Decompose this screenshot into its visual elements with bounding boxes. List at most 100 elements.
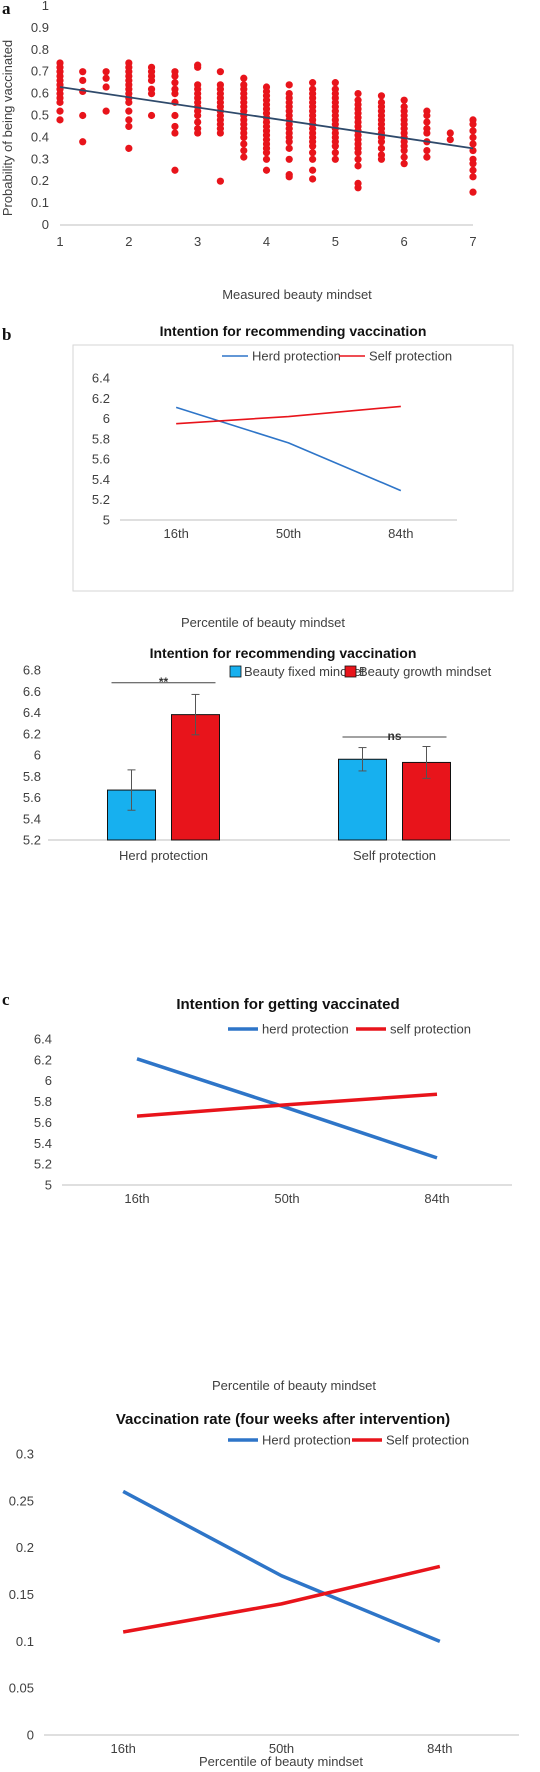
chart-c2-ytick: 0.1: [16, 1634, 34, 1649]
chart-b2-xtick: Herd protection: [119, 848, 208, 863]
chart-a-point: [423, 129, 431, 137]
chart-a-point: [423, 118, 431, 126]
chart-a-ytick: 0.8: [31, 42, 49, 57]
chart-a-ytick: 0.2: [31, 173, 49, 188]
chart-c1-series-1-line: [136, 1057, 438, 1160]
panel-label-c: c: [2, 990, 10, 1009]
chart-a-point: [331, 149, 339, 157]
chart-a-point: [285, 144, 293, 152]
chart-a-point: [171, 111, 179, 120]
chart-b2-ytick: 6.4: [23, 705, 41, 720]
chart-a-point: [125, 98, 133, 106]
chart-a-point: [423, 111, 431, 120]
chart-a-point: [171, 129, 179, 137]
chart-a-point: [216, 68, 224, 76]
chart-a-point: [102, 83, 110, 91]
chart-b1-xlabel: Percentile of beauty mindset: [181, 615, 345, 630]
chart-a-point: [194, 111, 202, 120]
chart-b1-series-2-line: [176, 405, 401, 425]
chart-b2-ytick: 5.4: [23, 811, 41, 826]
chart-a-point: [309, 79, 317, 87]
chart-c2-series-2-line: [122, 1564, 441, 1634]
chart-c1-ytick: 5.2: [34, 1157, 52, 1172]
chart-a-point: [194, 129, 202, 137]
chart-a-ytick: 0.7: [31, 64, 49, 79]
chart-b1-legend-label-1: Herd protection: [252, 349, 341, 364]
chart-c1-ytick: 5.6: [34, 1115, 52, 1130]
chart-a-point: [469, 188, 477, 196]
chart-c1-ytick: 6.2: [34, 1052, 52, 1067]
chart-a-point: [469, 127, 477, 135]
chart-b2-ytick: 6: [34, 748, 41, 763]
chart-b2-title: Intention for recommending vaccination: [150, 645, 417, 661]
chart-b1-legend-label-2: Self protection: [369, 349, 452, 364]
chart-c1-legend-label-1: herd protection: [262, 1022, 349, 1037]
chart-a-point: [285, 138, 293, 146]
chart-b1-xtick: 50th: [276, 526, 301, 541]
chart-a-point: [102, 68, 110, 76]
chart-a-point: [285, 173, 293, 181]
chart-b1-ytick: 5: [103, 513, 110, 528]
chart-a-point: [377, 92, 386, 100]
chart-a-xtick: 1: [56, 234, 63, 249]
chart-a-point: [262, 149, 271, 157]
chart-c1-ytick: 5.4: [34, 1136, 52, 1151]
chart-a-point: [469, 160, 477, 168]
chart-a-point: [309, 149, 317, 157]
chart-c1-ytick: 5: [45, 1178, 52, 1193]
chart-a-point: [194, 63, 202, 71]
chart-b2-legend-label-2: Beauty growth mindset: [359, 664, 492, 679]
chart-a-ytick: 0.9: [31, 20, 49, 35]
chart-c2-title: Vaccination rate (four weeks after inter…: [116, 1411, 450, 1428]
panel-label-b: b: [2, 325, 11, 344]
chart-b2-legend-swatch-2: [344, 665, 357, 678]
chart-a-point: [309, 175, 317, 183]
chart-b2-xtick: Self protection: [353, 848, 436, 863]
chart-c1-title: Intention for getting vaccinated: [176, 996, 399, 1013]
chart-a-point: [469, 140, 477, 148]
chart-c2-ytick: 0.05: [9, 1681, 34, 1696]
chart-a-point: [285, 155, 293, 163]
chart-c2-xtick: 16th: [111, 1741, 136, 1756]
chart-a-point: [446, 129, 454, 137]
chart-a-point: [240, 74, 248, 82]
chart-a-xtick: 5: [332, 234, 339, 249]
chart-c1-line: 5 5.2 5.4 5.6 5.8 6 6.2 6.4 16th 50th 84th herd pro…: [34, 1022, 512, 1206]
chart-b1-ytick: 5.4: [92, 472, 110, 487]
chart-a-point: [331, 142, 339, 150]
chart-b2-ytick: 6.2: [23, 726, 41, 741]
chart-a-ytick: 0.1: [31, 195, 49, 210]
chart-a-point: [469, 120, 477, 128]
chart-b2-legend-label-1: Beauty fixed mindset: [244, 664, 365, 679]
chart-c2-legend-label-2: Self protection: [386, 1433, 469, 1448]
chart-b1-ytick: 6.4: [92, 371, 110, 386]
chart-c2-ytick: 0.3: [16, 1447, 34, 1462]
chart-a-point: [79, 138, 87, 146]
chart-b1-ytick: 5.8: [92, 431, 110, 446]
chart-a-point: [309, 155, 317, 163]
chart-c1-ytick: 5.8: [34, 1094, 52, 1109]
chart-a-xtick: 3: [194, 234, 201, 249]
chart-b2-significance-label: **: [159, 675, 169, 689]
chart-a-point: [125, 116, 133, 124]
chart-a-point: [171, 122, 179, 131]
chart-a-point: [400, 153, 408, 161]
chart-a-point: [423, 153, 431, 161]
chart-c1-xtick: 16th: [124, 1191, 149, 1206]
chart-a-point: [262, 155, 271, 163]
chart-a-point: [79, 76, 87, 85]
chart-a-xtick: 4: [263, 234, 270, 249]
chart-a-point: [171, 79, 179, 87]
chart-a-point: [469, 133, 477, 141]
chart-b2-legend-swatch-1: [229, 665, 242, 678]
chart-a-point: [79, 111, 87, 120]
chart-a-point: [400, 96, 408, 104]
chart-b2-bar: 5.2 5.4 5.6 5.8 6 6.2 6.4 6.6 6.8 Herd protection…: [23, 663, 510, 863]
chart-a-point: [240, 133, 248, 141]
chart-a-ytick: 0.6: [31, 86, 49, 101]
chart-a-point: [309, 166, 317, 174]
chart-a-point: [423, 146, 431, 155]
chart-a-point: [469, 173, 477, 181]
chart-a-point: [171, 72, 179, 80]
chart-a-xlabel: Measured beauty mindset: [222, 287, 372, 302]
